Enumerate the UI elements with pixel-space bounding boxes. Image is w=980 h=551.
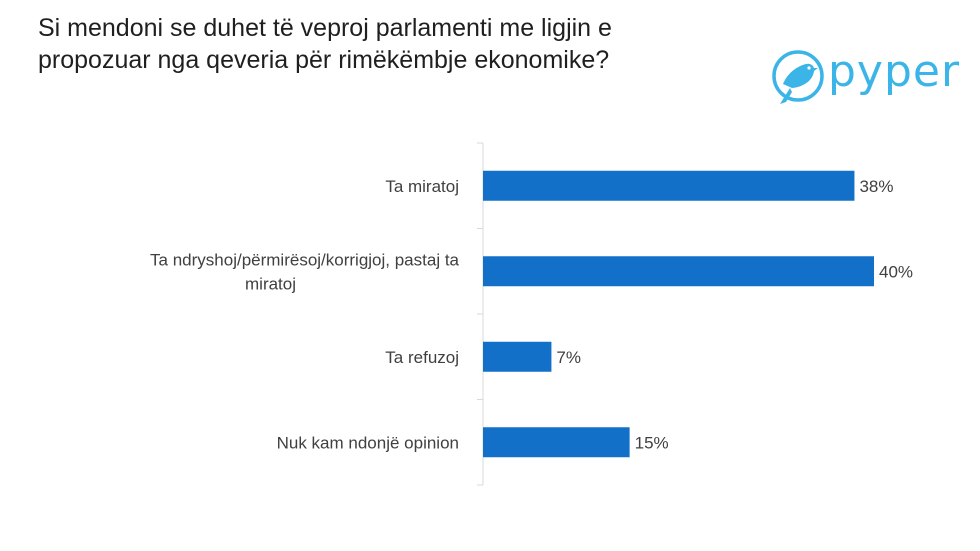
category-label-3: Ta refuzoj: [385, 348, 459, 367]
category-label-line: Nuk kam ndonjë opinion: [277, 433, 459, 452]
bird-icon: [772, 50, 824, 104]
chart-title-line-1: Si mendoni se duhet të veproj parlamenti…: [38, 14, 612, 42]
category-label-1: Ta miratoj: [385, 177, 459, 196]
value-label-3: 7%: [556, 348, 581, 367]
category-label-2: Ta ndryshoj/përmirësoj/korrigjoj, pastaj…: [150, 250, 460, 293]
chart-title: Si mendoni se duhet të veproj parlamenti…: [38, 12, 738, 76]
chart-title-line-2: propozuar nga qeveria për rimëkëmbje eko…: [38, 46, 610, 74]
value-label-2: 40%: [879, 262, 913, 281]
category-label-4: Nuk kam ndonjë opinion: [277, 433, 459, 452]
value-label-1: 38%: [859, 177, 893, 196]
pyper-logo: pyper: [770, 44, 959, 114]
bar-4: [483, 427, 630, 458]
bar-3: [483, 341, 552, 372]
category-label-line: miratoj: [245, 274, 296, 293]
category-label-line: Ta miratoj: [385, 177, 459, 196]
category-label-line: Ta ndryshoj/përmirësoj/korrigjoj, pastaj…: [150, 250, 460, 269]
bar-2: [483, 256, 874, 287]
bar-1: [483, 170, 855, 201]
category-label-line: Ta refuzoj: [385, 348, 459, 367]
value-label-4: 15%: [635, 433, 669, 452]
logo-wordmark: pyper: [828, 46, 961, 97]
